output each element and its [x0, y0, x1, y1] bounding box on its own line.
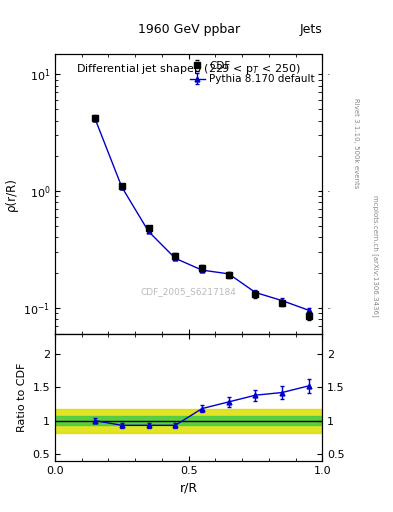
Y-axis label: ρ(r/R): ρ(r/R) — [5, 177, 18, 210]
Y-axis label: Ratio to CDF: Ratio to CDF — [17, 362, 27, 432]
Text: 1960 GeV ppbar: 1960 GeV ppbar — [138, 23, 240, 36]
Legend: CDF, Pythia 8.170 default: CDF, Pythia 8.170 default — [187, 59, 317, 86]
Text: Rivet 3.1.10, 500k events: Rivet 3.1.10, 500k events — [353, 98, 359, 188]
Text: Jets: Jets — [299, 23, 322, 36]
Text: mcplots.cern.ch [arXiv:1306.3436]: mcplots.cern.ch [arXiv:1306.3436] — [372, 195, 379, 317]
X-axis label: r/R: r/R — [180, 481, 198, 494]
Text: Differential jet shapeρ (229 < p$_T$ < 250): Differential jet shapeρ (229 < p$_T$ < 2… — [76, 62, 301, 76]
Text: CDF_2005_S6217184: CDF_2005_S6217184 — [141, 287, 237, 296]
